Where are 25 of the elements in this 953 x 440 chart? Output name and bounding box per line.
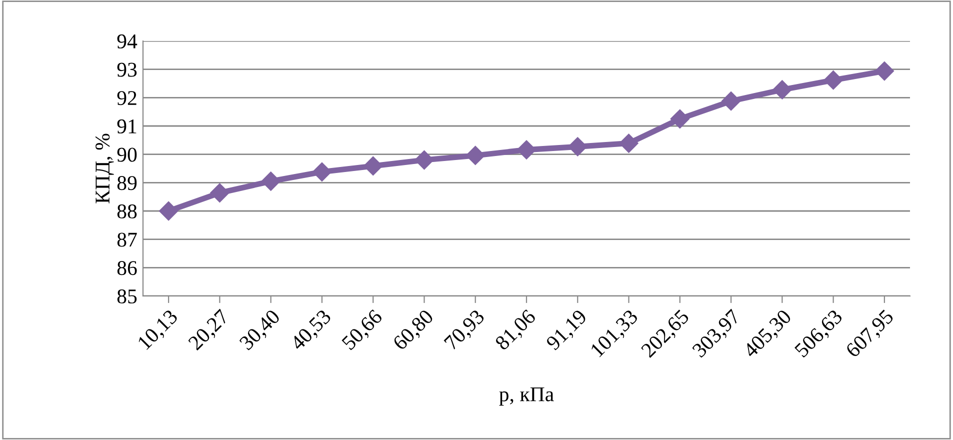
point [414,150,434,170]
point [772,80,792,100]
point [722,92,741,111]
point [312,162,332,182]
y-tick-label: 91 [117,119,136,134]
point [210,183,230,202]
y-tick-label: 90 [117,148,137,162]
y-tick-label: 89 [117,176,137,190]
y-tick-label: 94 [117,34,138,48]
point [364,156,383,176]
point [466,146,485,165]
y-tick-label: 86 [117,261,137,276]
y-axis-title: КПД, % [96,134,114,204]
point [619,134,638,153]
point [159,201,178,221]
point [874,62,894,81]
y-tick-label: 85 [117,289,137,304]
y-tick-label: 92 [117,91,136,106]
point [670,109,690,128]
point [824,70,843,90]
point [261,172,280,191]
x-axis-title: p, кПа [499,387,554,406]
y-tick-label: 93 [117,62,137,77]
y-tick-label: 88 [117,204,137,218]
y-tick-label: 87 [117,232,137,247]
